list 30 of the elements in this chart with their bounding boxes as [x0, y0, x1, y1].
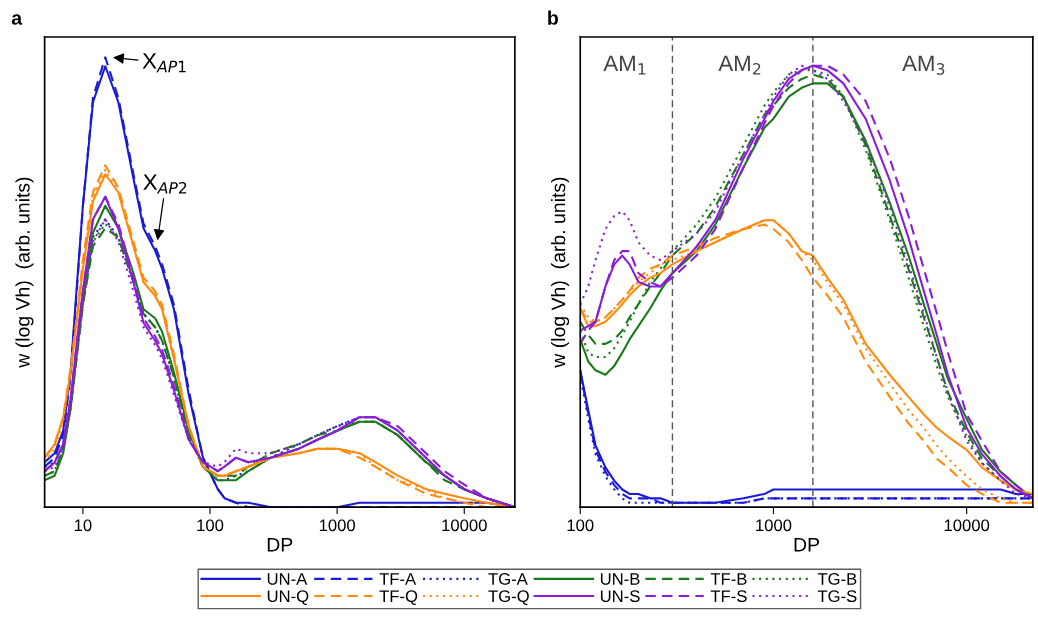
x-tick-label: 100	[197, 519, 224, 532]
legend-label: UN-A	[267, 573, 308, 585]
legend-label: TF-S	[710, 590, 747, 603]
y-axis-title: w (log Vh) (arb. units)	[15, 177, 34, 368]
legend-label: TG-B	[817, 573, 857, 585]
x-tick-label: 10	[74, 519, 92, 532]
x-tick-label: 1000	[756, 519, 792, 532]
x-axis-title: DP	[267, 538, 293, 552]
x-tick-label: 10000	[944, 519, 990, 532]
x-tick-label: 100	[567, 519, 594, 532]
chart-title: b	[548, 10, 558, 25]
legend-label: UN-B	[600, 573, 640, 585]
x-axis-title: DP	[794, 538, 820, 552]
annotation: X$_{AP1}$	[142, 53, 186, 73]
legend-label: TF-B	[710, 573, 747, 585]
annotation: X$_{AP2}$	[143, 174, 187, 194]
x-tick-label: 10000	[442, 519, 487, 532]
y-axis-title: w (log Vh) (arb. units)	[551, 177, 570, 368]
chart-title: a	[11, 14, 23, 25]
legend-label: UN-S	[600, 590, 640, 603]
legend-label: TG-S	[817, 590, 857, 603]
legend-label: TG-Q	[488, 590, 529, 606]
legend-label: TF-A	[379, 573, 417, 585]
annotation: AM$_{2}$	[718, 55, 761, 75]
x-tick-label: 1000	[319, 519, 356, 532]
annotation: AM$_{3}$	[902, 55, 945, 75]
legend-label: UN-Q	[267, 590, 309, 606]
legend-label: TF-Q	[379, 590, 418, 606]
legend-label: TG-A	[488, 573, 528, 585]
annotation: AM$_{1}$	[603, 55, 646, 75]
